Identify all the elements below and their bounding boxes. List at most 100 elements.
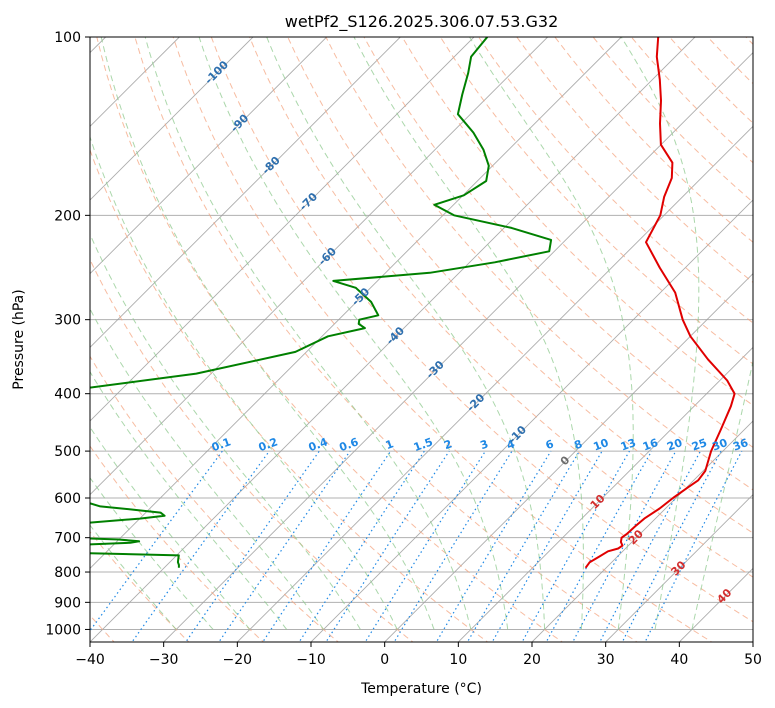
moist-adiabat-line bbox=[90, 370, 288, 630]
dry-adiabat-line bbox=[90, 445, 265, 642]
isotherm-line bbox=[163, 52, 753, 642]
x-tick-label: 10 bbox=[449, 652, 467, 668]
mixing-ratio-line bbox=[218, 450, 351, 642]
y-tick-label: 700 bbox=[54, 531, 81, 547]
mixing-ratio-line bbox=[466, 450, 580, 642]
x-tick-label: 50 bbox=[744, 652, 762, 668]
moist-adiabat-line bbox=[90, 135, 398, 630]
dry-adiabat-line bbox=[210, 37, 753, 623]
y-tick-label: 1000 bbox=[45, 622, 81, 638]
y-axis-label: Pressure (hPa) bbox=[11, 289, 27, 389]
x-tick-label: 40 bbox=[670, 652, 688, 668]
dry-adiabat-line bbox=[439, 37, 753, 365]
isotherm-line bbox=[90, 37, 696, 642]
dry-adiabat-line bbox=[134, 37, 638, 642]
mixing-ratio-label: 6 bbox=[544, 437, 556, 452]
x-tick-label: 20 bbox=[523, 652, 541, 668]
isotherm-line bbox=[384, 273, 753, 642]
y-tick-label: 900 bbox=[54, 595, 81, 611]
x-tick-label: −30 bbox=[149, 652, 179, 668]
mixing-ratio-label: 30 bbox=[710, 436, 729, 454]
x-tick-label: −40 bbox=[75, 652, 105, 668]
dry-adiabat-line bbox=[249, 37, 753, 578]
x-tick-label: 30 bbox=[597, 652, 615, 668]
dry-adiabat-line bbox=[401, 37, 753, 406]
moist-adiabat-line bbox=[353, 37, 584, 630]
y-tick-label: 200 bbox=[54, 208, 81, 224]
dewpoint-series-line bbox=[90, 37, 553, 568]
axes: −40 −30 −20 −10 0 10 20 30 40 5010020030040050060… bbox=[45, 30, 762, 668]
moist-adiabat-line bbox=[144, 37, 472, 630]
y-tick-label: 100 bbox=[54, 30, 81, 46]
pressure-gridlines bbox=[90, 37, 753, 630]
mixing-ratio-label: 2 bbox=[442, 437, 454, 452]
mixing-ratio-line bbox=[90, 450, 223, 632]
dry-adiabat-line bbox=[478, 37, 753, 324]
dry-adiabat-line bbox=[90, 258, 414, 642]
moist-adiabat-line bbox=[90, 308, 324, 630]
isotherm-line bbox=[531, 420, 753, 642]
mixing-ratio-label: 1.5 bbox=[412, 435, 435, 454]
dry-adiabat-line bbox=[96, 37, 564, 642]
mixing-ratio-label: 0.2 bbox=[257, 435, 280, 454]
mixing-ratio-label: 0.4 bbox=[307, 435, 330, 454]
y-tick-label: 600 bbox=[54, 491, 81, 507]
mixing-ratio-line bbox=[521, 450, 631, 642]
y-tick-label: 400 bbox=[54, 387, 81, 403]
mixing-ratio-line bbox=[262, 450, 392, 642]
moist-adiabat-line bbox=[620, 37, 700, 630]
x-tick-label: −20 bbox=[223, 652, 253, 668]
isotherm-line bbox=[90, 37, 548, 496]
moist-adiabat-line bbox=[691, 358, 753, 630]
mixing-ratio-label: 16 bbox=[641, 436, 660, 454]
isotherm-line bbox=[90, 37, 254, 201]
chart-title: wetPf2_S126.2025.306.07.53.G32 bbox=[285, 12, 559, 32]
y-tick-label: 300 bbox=[54, 313, 81, 329]
x-tick-label: 0 bbox=[380, 652, 389, 668]
y-tick-label: 500 bbox=[54, 444, 81, 460]
mixing-ratio-label: 1 bbox=[384, 437, 396, 452]
mixing-ratio-label: 8 bbox=[572, 437, 584, 452]
mixing-ratio-label: 3 bbox=[478, 437, 490, 452]
mixing-ratio-label: 4 bbox=[505, 437, 517, 452]
mixing-ratio-line bbox=[364, 450, 486, 642]
mixing-ratio-label: 20 bbox=[665, 436, 684, 454]
mixing-ratio-label: 0.6 bbox=[338, 435, 361, 454]
plot-background bbox=[90, 37, 753, 642]
moist-adiabat-line bbox=[100, 37, 435, 630]
mixing-ratio-line bbox=[621, 450, 722, 642]
dry-adiabat-line bbox=[287, 37, 753, 534]
moist-adiabat-line bbox=[90, 476, 214, 630]
mixing-ratio-label: 13 bbox=[619, 436, 638, 453]
background-lines bbox=[90, 37, 753, 642]
mixing-ratio-line bbox=[325, 450, 450, 642]
profile-series bbox=[90, 37, 736, 569]
dry-adiabat-line bbox=[90, 355, 339, 642]
isotherm-line bbox=[237, 125, 753, 642]
temperature-series-line bbox=[584, 37, 736, 569]
x-axis-label: Temperature (°C) bbox=[360, 681, 482, 697]
y-tick-label: 800 bbox=[54, 565, 81, 581]
mixing-ratio-line bbox=[393, 450, 513, 642]
mixing-ratio-line bbox=[298, 450, 425, 642]
isotherm-line bbox=[90, 37, 622, 569]
isotherm-line bbox=[605, 494, 753, 642]
isotherm-line bbox=[752, 641, 753, 642]
x-tick-label: −10 bbox=[296, 652, 326, 668]
mixing-ratio-label: 0.1 bbox=[210, 435, 233, 454]
dry-adiabat-line bbox=[325, 37, 753, 491]
mixing-ratio-line bbox=[644, 450, 743, 642]
mixing-ratio-line bbox=[435, 450, 552, 642]
moist-adiabat-line bbox=[198, 37, 509, 630]
isotherm-line bbox=[90, 37, 401, 348]
moist-adiabat-line bbox=[469, 37, 634, 630]
isotherm-line bbox=[90, 37, 475, 422]
mixing-ratio-label: 10 bbox=[592, 436, 611, 454]
dry-adiabat-line bbox=[172, 37, 713, 642]
plot-frame bbox=[89, 36, 754, 643]
mixing-ratio-label: 36 bbox=[731, 436, 750, 454]
mixing-ratio-label: 25 bbox=[690, 436, 709, 453]
moist-adiabat-line bbox=[90, 232, 361, 630]
dry-adiabat-line bbox=[363, 37, 753, 448]
